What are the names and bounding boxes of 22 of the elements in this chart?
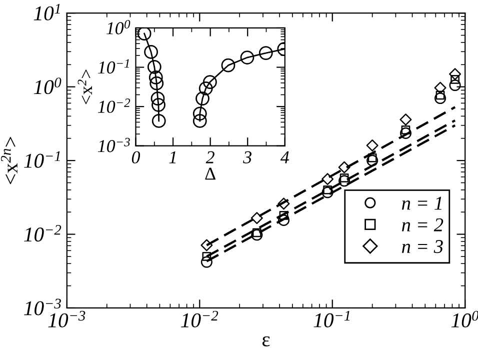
legend-label: n = 3 <box>402 240 443 254</box>
y-tick-label: 10$^{−2}$ <box>24 225 62 242</box>
y-axis-title: <x$^{2n}$> <box>1 136 18 184</box>
x-axis-title: ε <box>262 336 270 346</box>
x-tick-label: 1 <box>169 151 176 164</box>
x-tick-label: 10$^{−1}$ <box>314 310 350 328</box>
x-tick-label: 2 <box>206 151 214 164</box>
y-tick-label: 10$^{−1}$ <box>98 59 129 74</box>
legend-label: n = 1 <box>402 196 442 210</box>
x-tick-label: 3 <box>243 151 252 164</box>
y-tick-label: 10$^{0}$ <box>106 20 130 34</box>
y-tick-label: 10$^{−2}$ <box>98 98 130 113</box>
x-tick-label: 10$^{−2}$ <box>181 310 218 328</box>
y-tick-label: 10$^{1}$ <box>34 4 60 20</box>
y-tick-label: 10$^{−3}$ <box>98 138 130 152</box>
legend-label: n = 2 <box>402 218 444 232</box>
x-tick-label: 0 <box>132 151 140 164</box>
y-tick-label: 10$^{0}$ <box>34 78 62 94</box>
x-tick-label: 10$^{−3}$ <box>48 310 86 328</box>
x-tick-label: 4 <box>280 151 289 164</box>
x-axis-title: Δ <box>205 168 216 180</box>
y-axis-title: <x$^{2}$> <box>78 70 92 104</box>
